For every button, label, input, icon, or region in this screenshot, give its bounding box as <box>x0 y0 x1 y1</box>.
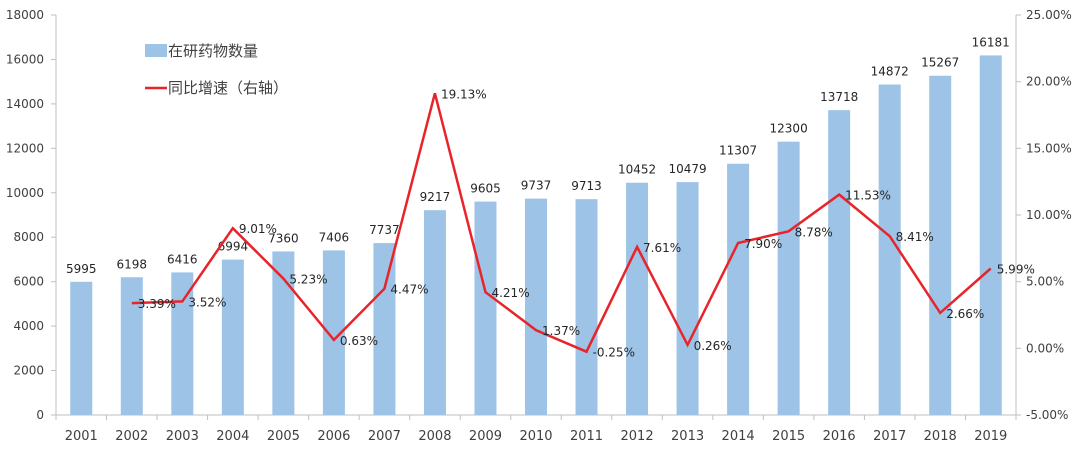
bar-data-label: 5995 <box>66 262 97 276</box>
x-axis-tick-label: 2003 <box>166 429 199 444</box>
x-axis-tick-label: 2011 <box>570 429 603 444</box>
left-axis-tick-label: 14000 <box>6 97 44 111</box>
x-axis-tick-label: 2010 <box>519 429 552 444</box>
x-axis-tick-label: 2018 <box>924 429 957 444</box>
bar <box>575 199 598 415</box>
x-axis-tick-label: 2006 <box>317 429 350 444</box>
line-data-label: 8.41% <box>896 230 934 244</box>
right-axis-tick-label: 5.00% <box>1026 275 1064 289</box>
bar-data-label: 9605 <box>470 182 501 196</box>
bar <box>322 250 345 415</box>
line-data-label: 7.61% <box>643 241 681 255</box>
line-data-label: 4.47% <box>390 283 428 297</box>
bar-data-label: 9737 <box>521 179 552 193</box>
left-axis-tick-label: 16000 <box>6 52 44 66</box>
bar-data-label: 7406 <box>319 230 350 244</box>
line-data-label: 19.13% <box>441 87 487 101</box>
bar <box>525 198 547 415</box>
line-data-label: 2.66% <box>946 307 984 321</box>
right-axis-tick-label: 20.00% <box>1026 75 1072 89</box>
bar-data-label: 12300 <box>770 122 808 136</box>
bar-data-label: 14872 <box>871 65 909 79</box>
bar-data-label: 16181 <box>972 35 1010 49</box>
line-data-label: 3.52% <box>188 295 226 309</box>
bar-data-label: 6994 <box>218 240 249 254</box>
bar-data-label: 10479 <box>668 162 706 176</box>
x-axis-tick-label: 2017 <box>873 429 906 444</box>
legend-bar-label: 在研药物数量 <box>168 42 258 60</box>
left-axis-tick-label: 12000 <box>6 141 44 155</box>
bar-data-label: 6198 <box>117 257 148 271</box>
legend-line-label: 同比增速（右轴） <box>168 79 288 97</box>
bar <box>474 201 497 415</box>
line-data-label: 8.78% <box>795 225 833 239</box>
legend-bar-swatch <box>145 44 167 57</box>
bar <box>929 75 952 415</box>
bar-data-label: 11307 <box>719 144 757 158</box>
line-data-label: 3.39% <box>138 297 176 311</box>
left-axis-tick-label: 10000 <box>6 186 44 200</box>
right-axis-tick-label: 15.00% <box>1026 141 1072 155</box>
bar <box>626 182 649 415</box>
left-axis-tick-label: 2000 <box>13 364 44 378</box>
bar-data-label: 15267 <box>921 56 959 70</box>
x-axis-tick-label: 2008 <box>418 429 451 444</box>
bar <box>727 163 750 415</box>
x-axis-tick-label: 2001 <box>65 429 98 444</box>
bar <box>221 259 244 415</box>
x-axis-tick-label: 2016 <box>823 429 856 444</box>
line-data-label: 9.01% <box>239 222 277 236</box>
x-axis-tick-label: 2012 <box>621 429 654 444</box>
growth-line <box>131 92 992 354</box>
bar <box>70 281 93 415</box>
bar <box>878 84 901 415</box>
bar-data-label: 13718 <box>820 90 858 104</box>
line-data-label: 0.26% <box>694 339 732 353</box>
left-axis-tick-label: 6000 <box>13 275 44 289</box>
left-axis-tick-label: 8000 <box>13 230 44 244</box>
bar <box>373 243 396 415</box>
x-axis-tick-label: 2004 <box>216 429 249 444</box>
bar <box>676 182 699 415</box>
left-axis-tick-label: 0 <box>36 408 44 422</box>
bar <box>171 272 194 415</box>
line-data-label: 1.37% <box>542 324 580 338</box>
x-axis-tick-label: 2015 <box>772 429 805 444</box>
x-axis-tick-label: 2013 <box>671 429 704 444</box>
right-axis-tick-label: -5.00% <box>1026 408 1068 422</box>
line-data-label: -0.25% <box>593 346 635 360</box>
line-data-label: 0.63% <box>340 334 378 348</box>
bar-data-label: 9713 <box>571 179 602 193</box>
left-axis-tick-label: 4000 <box>13 319 44 333</box>
bar <box>120 277 143 415</box>
left-axis-tick-label: 18000 <box>6 8 44 22</box>
bar-data-label: 6416 <box>167 252 198 266</box>
right-axis-tick-label: 0.00% <box>1026 341 1064 355</box>
bar <box>979 55 1002 416</box>
bar-data-label: 7360 <box>268 231 299 245</box>
bar-data-label: 9217 <box>420 190 451 204</box>
bar-data-label: 7737 <box>369 223 400 237</box>
line-data-label: 5.99% <box>997 262 1035 276</box>
bar <box>272 251 295 415</box>
bar <box>777 141 800 415</box>
x-axis-tick-label: 2014 <box>722 429 755 444</box>
right-axis-tick-label: 25.00% <box>1026 8 1072 22</box>
line-data-label: 4.21% <box>491 286 529 300</box>
x-axis-tick-label: 2007 <box>368 429 401 444</box>
line-data-label: 11.53% <box>845 189 891 203</box>
x-axis-tick-label: 2002 <box>115 429 148 444</box>
x-axis-tick-label: 2009 <box>469 429 502 444</box>
bar <box>828 110 851 416</box>
right-axis-tick-label: 10.00% <box>1026 208 1072 222</box>
line-data-label: 7.90% <box>744 237 782 251</box>
bar-data-label: 10452 <box>618 163 656 177</box>
x-axis-tick-label: 2019 <box>974 429 1007 444</box>
bar <box>423 210 446 415</box>
x-axis-tick-label: 2005 <box>267 429 300 444</box>
line-data-label: 5.23% <box>289 273 327 287</box>
